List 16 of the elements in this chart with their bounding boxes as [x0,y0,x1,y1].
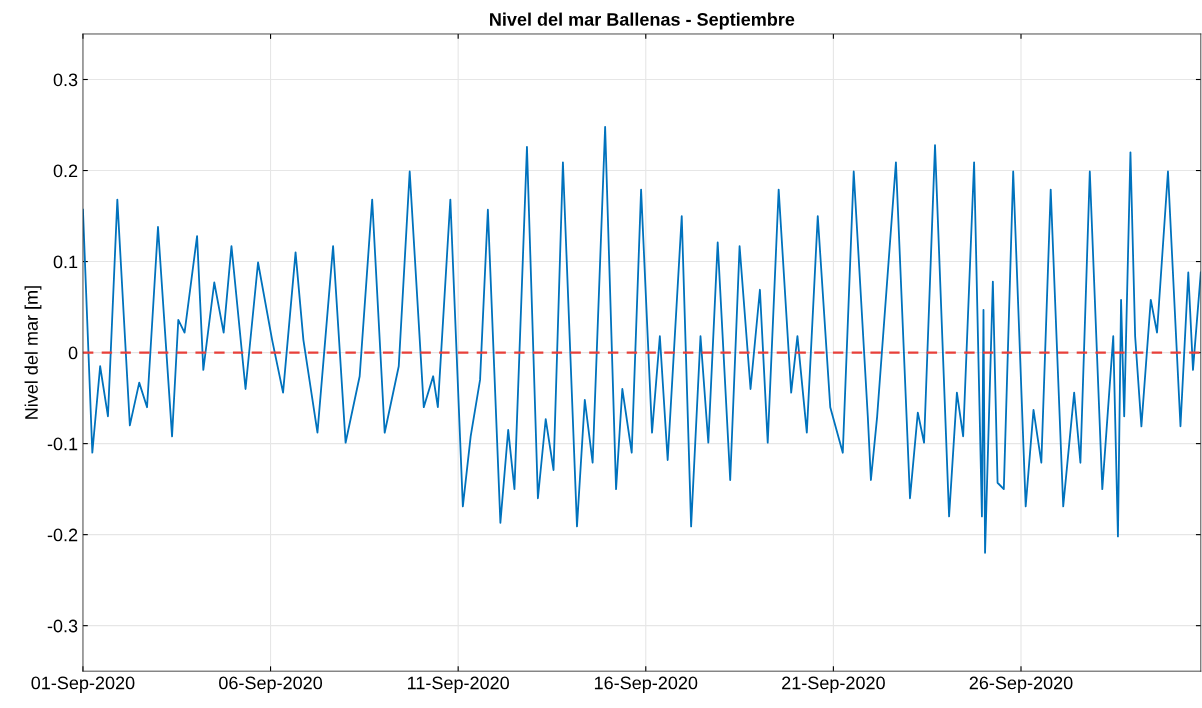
y-tick-label: -0.1 [47,437,78,451]
x-tick-label: 16-Sep-2020 [594,676,698,693]
y-tick-label: 0 [68,346,78,360]
y-tick-label: -0.2 [47,528,78,542]
x-tick-label: 01-Sep-2020 [31,676,135,693]
x-tick-label: 26-Sep-2020 [969,676,1073,693]
x-tick-label: 21-Sep-2020 [782,676,885,693]
y-axis-title: Nivel del mar [m] [24,286,42,419]
x-tick-label: 06-Sep-2020 [219,676,323,693]
line-series [82,125,1201,554]
y-tick-label: 0.3 [53,73,78,87]
x-tick-label: 11-Sep-2020 [408,676,509,693]
chart-title: Nivel del mar Ballenas - Septiembre [490,12,795,30]
y-tick-label: 0.1 [53,255,78,269]
y-tick-label: 0.2 [53,164,78,178]
y-tick-label: -0.3 [47,619,78,633]
